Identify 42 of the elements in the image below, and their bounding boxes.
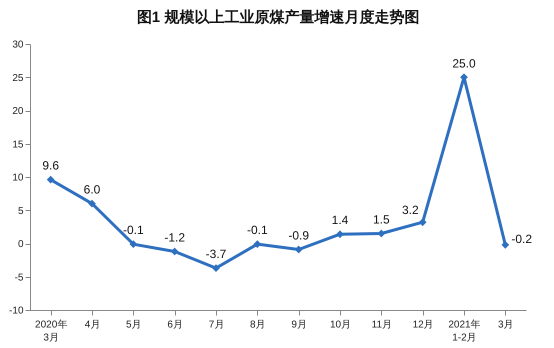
x-tick-label: 4月 [84, 320, 100, 330]
data-label: 1.4 [332, 213, 349, 228]
x-tick-label: 2021年 1-2月 [448, 318, 481, 344]
data-label: -3.7 [206, 247, 227, 262]
y-tick-label: -5 [14, 272, 24, 284]
y-tick-label: 0 [18, 239, 24, 250]
y-tick-label: 20 [12, 106, 24, 117]
x-tick-label: 3月 [498, 320, 514, 330]
x-tick-label: 8月 [250, 320, 266, 330]
x-tick-label: 6月 [167, 320, 183, 330]
data-label: 1.5 [372, 212, 390, 227]
y-tick-label: -10 [9, 306, 24, 316]
x-tick-label: 12月 [412, 320, 434, 330]
data-label: -0.2 [511, 232, 532, 246]
data-label: -1.2 [164, 230, 186, 244]
y-tick-label: 5 [18, 206, 24, 217]
y-tick-label: 30 [12, 40, 24, 50]
point [129, 240, 138, 248]
data-label: 3.2 [402, 203, 419, 218]
data-label: -0.1 [246, 223, 268, 238]
x-tick-label: 10月 [330, 320, 352, 330]
y-tick-label: 10 [12, 172, 24, 184]
x-tick-label: 7月 [208, 320, 224, 330]
y-tick-label: 25 [12, 72, 24, 84]
point [46, 176, 55, 184]
data-label: -0.1 [122, 223, 144, 238]
x-tick-label: 9月 [291, 320, 307, 330]
data-label: 25.0 [452, 56, 476, 70]
data-label: 6.0 [84, 182, 101, 197]
x-tick-label: 11月 [372, 320, 392, 330]
y-tick-label: 15 [12, 139, 24, 150]
x-tick-label: 2020年 3月 [35, 318, 68, 344]
point [88, 200, 96, 208]
data-label: -0.9 [288, 228, 310, 242]
x-tick-label: 5月 [126, 320, 142, 330]
point [212, 264, 220, 272]
chart-title: 图1 规模以上工业原煤产量增速月度走势图 [136, 8, 420, 26]
point [501, 240, 510, 249]
point [294, 246, 303, 254]
data-label: 9.6 [42, 158, 60, 173]
point [170, 248, 179, 256]
point [418, 218, 427, 226]
